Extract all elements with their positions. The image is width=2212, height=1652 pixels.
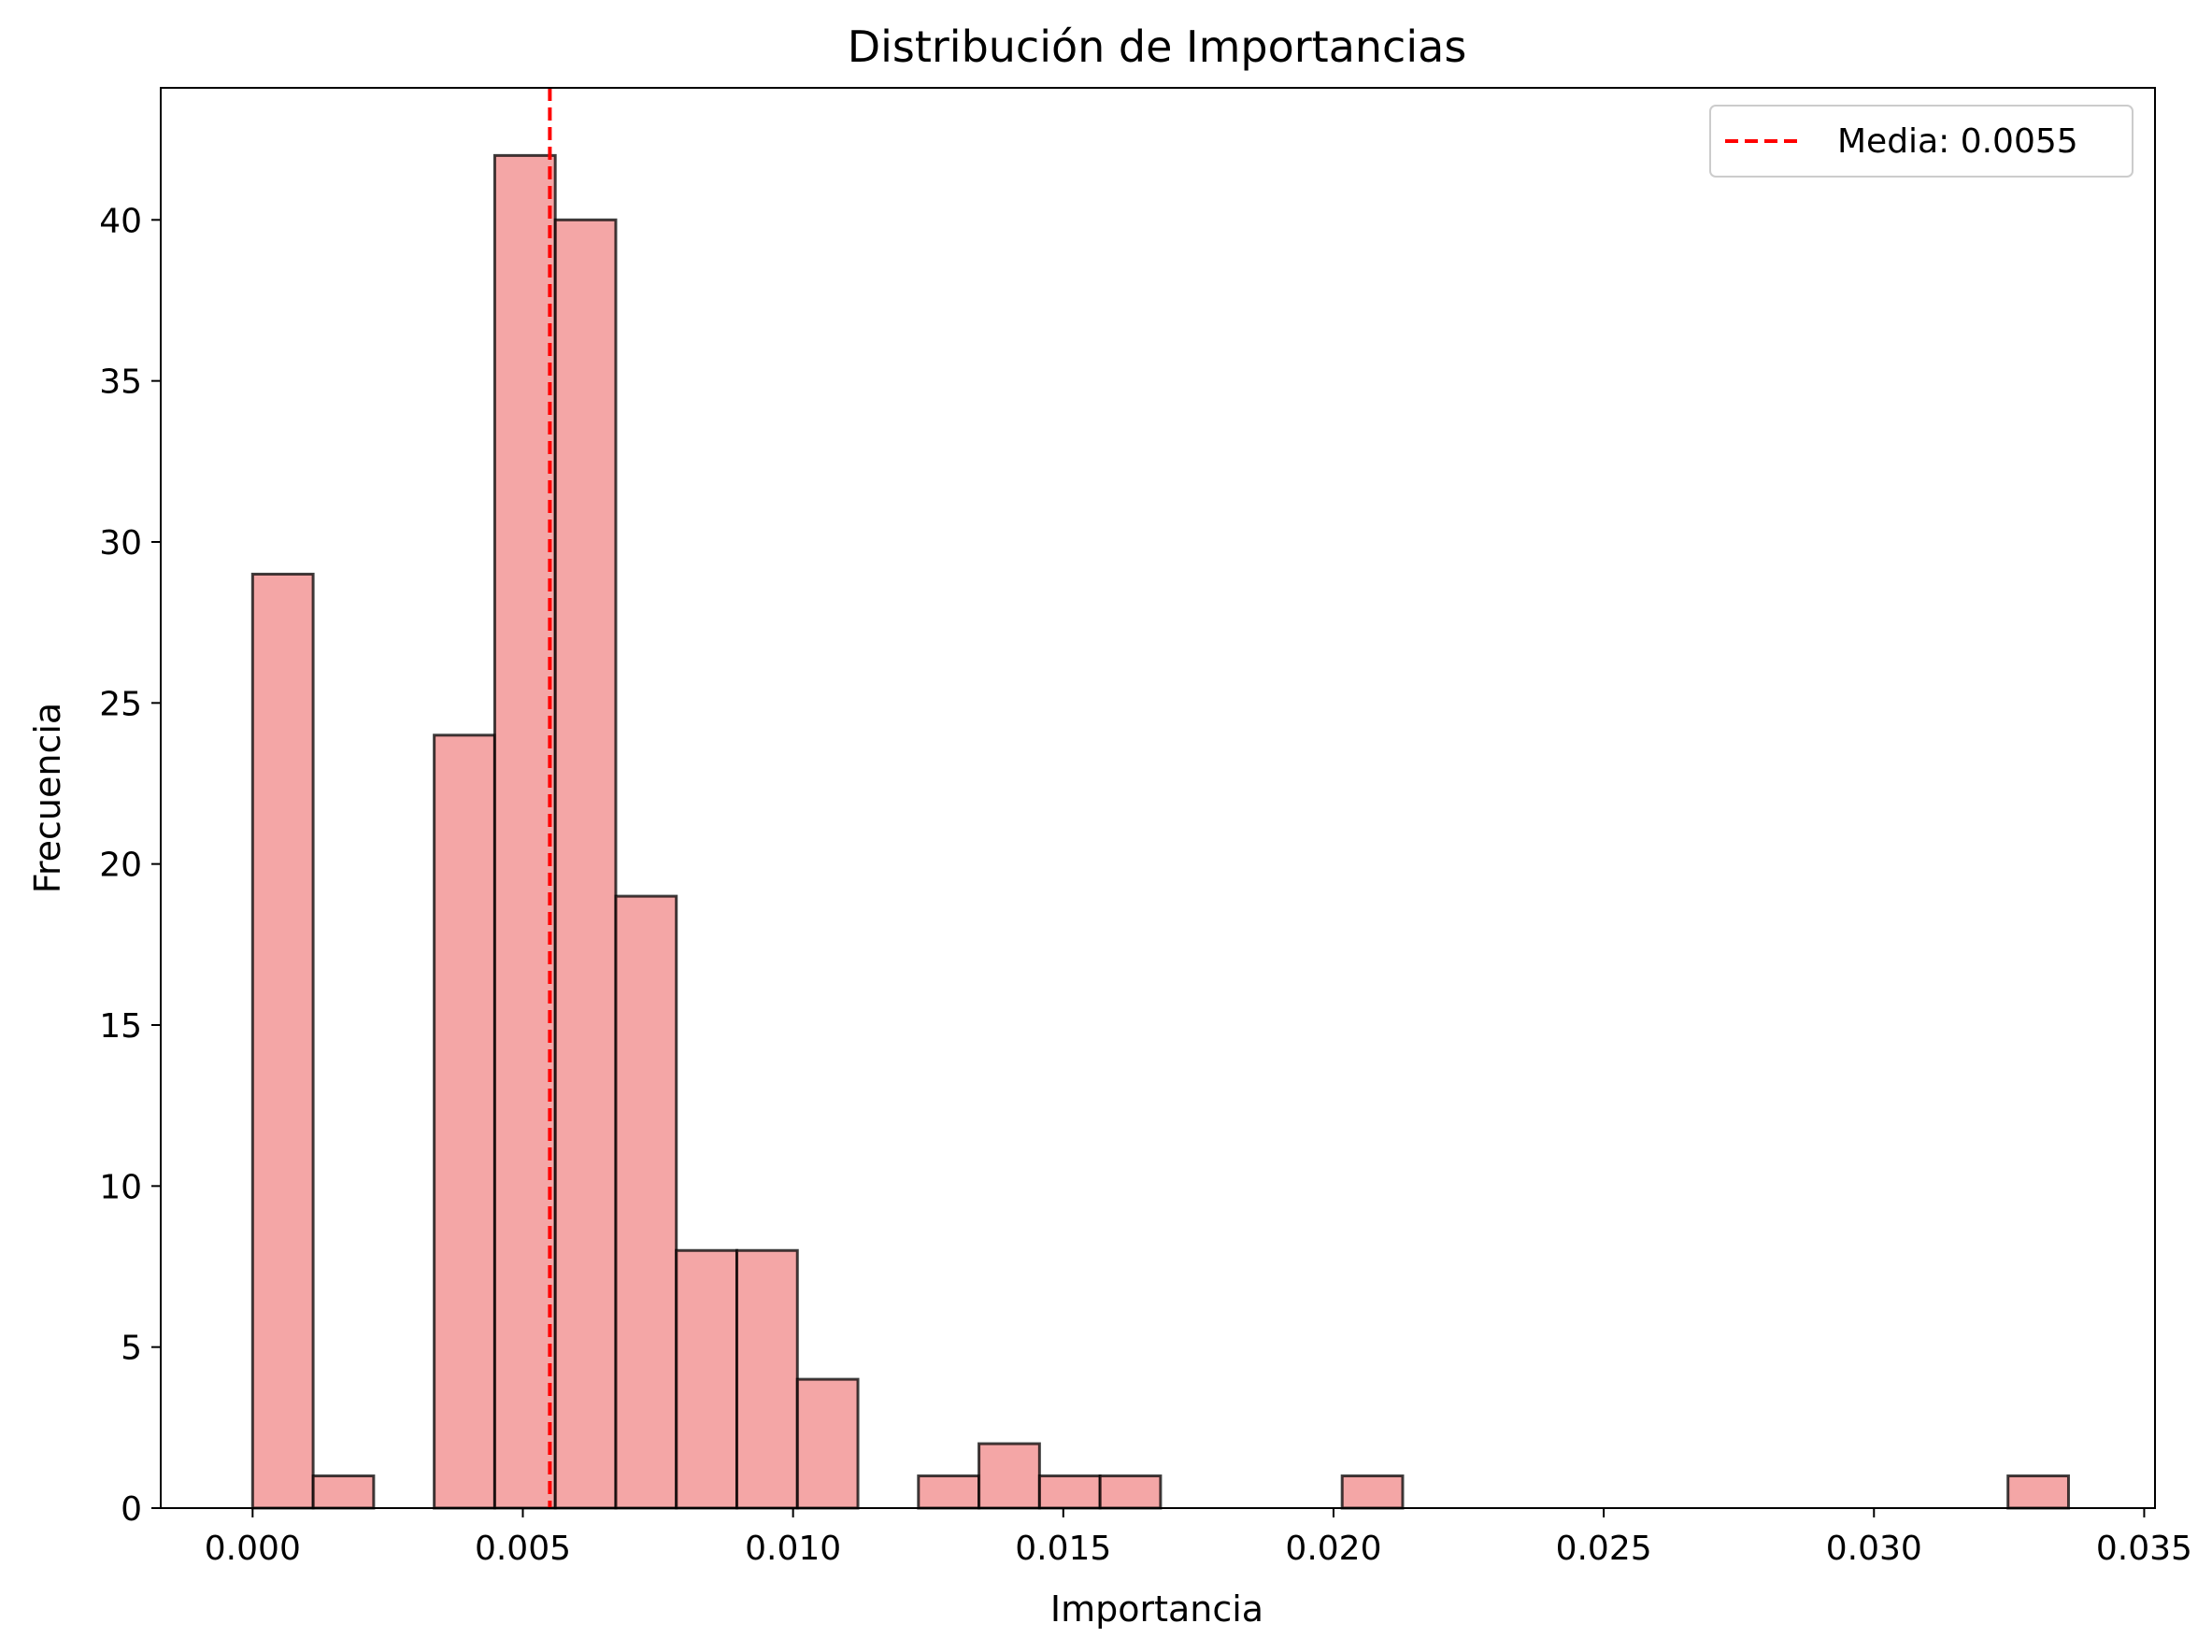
histogram-bar bbox=[250, 572, 315, 1510]
y-tick-label: 15 bbox=[99, 1007, 142, 1046]
y-axis-label: Frecuencia bbox=[27, 703, 68, 893]
histogram-bar bbox=[675, 1248, 738, 1510]
plot-frame bbox=[160, 87, 2156, 1509]
x-tick-label: 0.000 bbox=[205, 1530, 301, 1568]
y-axis-ticks: 0 5 10 15 20 25 30 35 40 bbox=[99, 202, 161, 1529]
histogram-bar bbox=[614, 894, 678, 1510]
y-tick-label: 5 bbox=[121, 1330, 142, 1368]
histogram-bar bbox=[2006, 1474, 2070, 1510]
x-tick-label: 0.035 bbox=[2096, 1530, 2192, 1568]
x-tick-label: 0.020 bbox=[1285, 1530, 1381, 1568]
y-tick-label: 40 bbox=[99, 202, 142, 240]
histogram-bar bbox=[978, 1442, 1041, 1510]
y-tick-label: 25 bbox=[99, 685, 142, 723]
x-tick-label: 0.025 bbox=[1556, 1530, 1652, 1568]
y-tick-label: 20 bbox=[99, 847, 142, 885]
histogram-bar bbox=[1098, 1474, 1163, 1510]
chart-title: Distribución de Importancias bbox=[848, 21, 1467, 72]
legend: Media: 0.0055 bbox=[1709, 105, 2134, 178]
x-axis-ticks: 0.000 0.005 0.010 0.015 0.020 0.025 0.030 0.035 bbox=[205, 1508, 2192, 1568]
x-tick-label: 0.005 bbox=[475, 1530, 571, 1568]
histogram-bar bbox=[433, 733, 496, 1510]
x-tick-label: 0.015 bbox=[1015, 1530, 1111, 1568]
histogram-bar bbox=[492, 153, 557, 1510]
histogram-bar bbox=[795, 1377, 860, 1510]
histogram-bar bbox=[1037, 1474, 1102, 1510]
histogram-bar bbox=[735, 1248, 799, 1510]
legend-box bbox=[1709, 105, 2134, 178]
histogram-bar bbox=[1340, 1474, 1405, 1510]
histogram-bar bbox=[917, 1474, 981, 1510]
x-tick-label: 0.030 bbox=[1826, 1530, 1922, 1568]
y-tick-label: 30 bbox=[99, 524, 142, 563]
x-tick-label: 0.010 bbox=[745, 1530, 841, 1568]
legend-label-mean: Media: 0.0055 bbox=[1837, 122, 2078, 161]
y-tick-label: 35 bbox=[99, 363, 142, 402]
x-axis-label: Importancia bbox=[1050, 1588, 1263, 1630]
histogram-bars bbox=[250, 153, 2070, 1510]
y-tick-label: 0 bbox=[121, 1490, 142, 1529]
histogram-bar bbox=[553, 218, 618, 1510]
y-tick-label: 10 bbox=[99, 1168, 142, 1206]
histogram-bar bbox=[311, 1474, 376, 1510]
